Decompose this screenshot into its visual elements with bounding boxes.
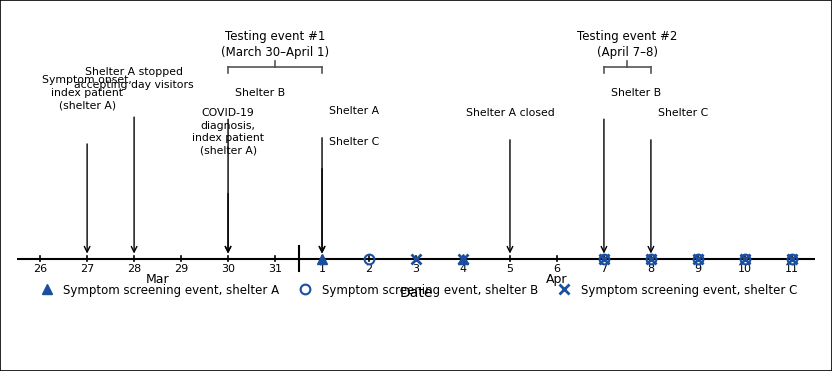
Text: Shelter A stopped
accepting day visitors: Shelter A stopped accepting day visitors	[74, 67, 194, 89]
Text: 6: 6	[553, 264, 561, 274]
Text: Testing event #2
(April 7–8): Testing event #2 (April 7–8)	[577, 30, 677, 59]
Text: Shelter A closed: Shelter A closed	[466, 108, 554, 118]
Text: 7: 7	[601, 264, 607, 274]
Text: 11: 11	[785, 264, 799, 274]
Text: Mar: Mar	[146, 273, 170, 286]
Text: 1: 1	[319, 264, 325, 274]
Text: Shelter C: Shelter C	[658, 108, 708, 118]
Text: Shelter A: Shelter A	[329, 106, 379, 116]
Text: 28: 28	[127, 264, 141, 274]
Text: Shelter B: Shelter B	[235, 88, 285, 98]
Text: 26: 26	[33, 264, 47, 274]
Text: 3: 3	[413, 264, 419, 274]
Text: 8: 8	[647, 264, 655, 274]
Text: Symptom onset,
index patient
(shelter A): Symptom onset, index patient (shelter A)	[42, 75, 132, 110]
Text: 5: 5	[507, 264, 513, 274]
Text: 31: 31	[268, 264, 282, 274]
Text: 2: 2	[365, 264, 373, 274]
Text: 4: 4	[459, 264, 467, 274]
Text: 10: 10	[738, 264, 752, 274]
Text: 27: 27	[80, 264, 94, 274]
Text: COVID-19
diagnosis,
index patient
(shelter A): COVID-19 diagnosis, index patient (shelt…	[192, 108, 264, 155]
Text: Shelter C: Shelter C	[329, 137, 379, 147]
Text: Apr: Apr	[546, 273, 567, 286]
Text: 29: 29	[174, 264, 188, 274]
Legend: Symptom screening event, shelter A, Symptom screening event, shelter B, Symptom : Symptom screening event, shelter A, Symp…	[30, 279, 802, 301]
Text: 30: 30	[221, 264, 235, 274]
Text: Shelter B: Shelter B	[611, 88, 661, 98]
Text: Testing event #1
(March 30–April 1): Testing event #1 (March 30–April 1)	[221, 30, 329, 59]
Text: 9: 9	[695, 264, 701, 274]
Text: Date: Date	[399, 286, 433, 300]
